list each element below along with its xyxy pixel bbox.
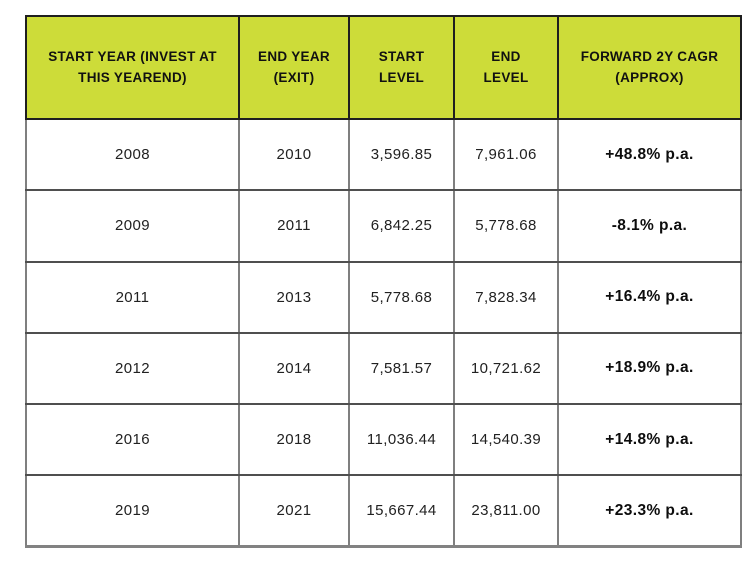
header-start-level: START LEVEL bbox=[348, 15, 455, 120]
cell-start-level: 7,581.57 bbox=[348, 331, 455, 406]
table-row: 2012 2014 7,581.57 10,721.62 +18.9% p.a. bbox=[25, 331, 742, 406]
cell-start-year: 2011 bbox=[25, 260, 240, 334]
cagr-table: START YEAR (INVEST AT THIS YEAREND) END … bbox=[25, 15, 742, 548]
cell-forward-cagr: +16.4% p.a. bbox=[557, 260, 742, 334]
header-end-level: END LEVEL bbox=[453, 15, 559, 120]
header-end-year: END YEAR (EXIT) bbox=[238, 15, 350, 120]
cell-forward-cagr: +48.8% p.a. bbox=[557, 117, 742, 192]
cell-start-year: 2009 bbox=[25, 189, 240, 263]
header-forward-cagr-line2: (APPROX) bbox=[615, 69, 684, 85]
table-row: 2019 2021 15,667.44 23,811.00 +23.3% p.a… bbox=[25, 474, 742, 548]
header-start-level-line2: LEVEL bbox=[378, 69, 424, 85]
header-forward-cagr-line1: FORWARD 2Y CAGR bbox=[580, 48, 719, 64]
table-row: 2008 2010 3,596.85 7,961.06 +48.8% p.a. bbox=[25, 117, 742, 192]
table-row: 2016 2018 11,036.44 14,540.39 +14.8% p.a… bbox=[25, 402, 742, 477]
cell-end-year: 2021 bbox=[238, 474, 350, 548]
header-end-year-line1: END YEAR bbox=[258, 48, 330, 64]
cell-end-level: 14,540.39 bbox=[453, 402, 559, 477]
header-start-year-line2: THIS YEAREND) bbox=[78, 69, 187, 85]
header-end-year-line2: (EXIT) bbox=[273, 69, 315, 85]
header-start-level-line1: START bbox=[378, 48, 425, 64]
cell-end-year: 2010 bbox=[238, 117, 350, 192]
cell-start-level: 3,596.85 bbox=[348, 117, 455, 192]
cell-forward-cagr: +18.9% p.a. bbox=[557, 331, 742, 406]
cell-start-level: 5,778.68 bbox=[348, 260, 455, 334]
cell-end-year: 2013 bbox=[238, 260, 350, 334]
table-row: 2011 2013 5,778.68 7,828.34 +16.4% p.a. bbox=[25, 260, 742, 334]
table-row: 2009 2011 6,842.25 5,778.68 -8.1% p.a. bbox=[25, 189, 742, 263]
cell-start-year: 2008 bbox=[25, 117, 240, 192]
cell-start-year: 2016 bbox=[25, 402, 240, 477]
cell-end-year: 2018 bbox=[238, 402, 350, 477]
header-forward-cagr: FORWARD 2Y CAGR (APPROX) bbox=[557, 15, 742, 120]
header-row: START YEAR (INVEST AT THIS YEAREND) END … bbox=[25, 15, 742, 120]
cell-end-level: 7,961.06 bbox=[453, 117, 559, 192]
header-end-level-line1: END bbox=[491, 48, 521, 64]
header-start-year-line1: START YEAR (INVEST AT bbox=[48, 48, 217, 64]
cell-start-level: 6,842.25 bbox=[348, 189, 455, 263]
cell-end-level: 7,828.34 bbox=[453, 260, 559, 334]
cell-start-year: 2012 bbox=[25, 331, 240, 406]
cell-end-level: 10,721.62 bbox=[453, 331, 559, 406]
cell-start-level: 15,667.44 bbox=[348, 474, 455, 548]
header-end-level-line2: LEVEL bbox=[483, 69, 529, 85]
cell-forward-cagr: +14.8% p.a. bbox=[557, 402, 742, 477]
header-start-year: START YEAR (INVEST AT THIS YEAREND) bbox=[25, 15, 240, 120]
cell-end-level: 23,811.00 bbox=[453, 474, 559, 548]
cell-end-year: 2014 bbox=[238, 331, 350, 406]
cell-end-year: 2011 bbox=[238, 189, 350, 263]
cell-forward-cagr: -8.1% p.a. bbox=[557, 189, 742, 263]
cell-start-year: 2019 bbox=[25, 474, 240, 548]
cell-start-level: 11,036.44 bbox=[348, 402, 455, 477]
cell-end-level: 5,778.68 bbox=[453, 189, 559, 263]
cell-forward-cagr: +23.3% p.a. bbox=[557, 474, 742, 548]
